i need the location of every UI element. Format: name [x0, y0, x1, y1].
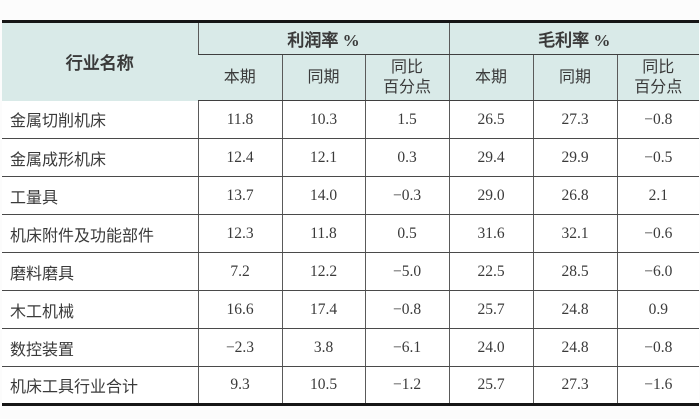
table-row: 数控装置 −2.3 3.8 −6.1 24.0 24.8 −0.8 — [2, 328, 700, 367]
header-group-row: 行业名称 利润率 % 毛利率 % — [2, 21, 700, 101]
yoy-label-line2: 百分点 — [383, 78, 432, 96]
value-cell: 24.0 — [448, 328, 534, 367]
yoy-label-line1: 同比 — [391, 58, 424, 76]
industry-name-cell: 机床附件及功能部件 — [2, 214, 198, 253]
value-cell: 11.8 — [281, 214, 365, 253]
value-cell: 12.3 — [197, 214, 282, 253]
value-cell: 27.3 — [532, 100, 618, 139]
col-header-margin-prior: 同期 — [532, 54, 618, 101]
table-row: 磨料磨具 7.2 12.2 −5.0 22.5 28.5 −6.0 — [2, 252, 700, 291]
table-row: 金属切削机床 11.8 10.3 1.5 26.5 27.3 −0.8 — [2, 100, 700, 139]
value-cell: 0.5 — [364, 214, 450, 253]
value-cell: 29.4 — [448, 138, 534, 177]
value-cell: 24.8 — [532, 328, 618, 367]
value-cell: −2.3 — [197, 328, 282, 367]
col-header-profit-prior: 同期 — [281, 54, 365, 101]
value-cell: 29.9 — [532, 138, 618, 177]
industry-name-cell: 工量具 — [2, 176, 198, 215]
col-header-profit-yoy: 同比 百分点 — [364, 54, 450, 101]
value-cell: 13.7 — [197, 176, 282, 215]
col-header-margin-current: 本期 — [448, 54, 534, 101]
value-cell: 10.3 — [281, 100, 365, 139]
value-cell: −0.8 — [364, 290, 450, 329]
value-cell: 9.3 — [197, 366, 282, 405]
value-cell: 32.1 — [532, 214, 618, 253]
value-cell: −6.0 — [616, 252, 700, 291]
yoy-label-line1: 同比 — [642, 58, 675, 76]
value-cell: 29.0 — [448, 176, 534, 215]
value-cell: 1.5 — [364, 100, 450, 139]
value-cell: 12.1 — [281, 138, 365, 177]
value-cell: 25.7 — [448, 366, 534, 405]
value-cell: 11.8 — [197, 100, 282, 139]
value-cell: 28.5 — [532, 252, 618, 291]
value-cell: −0.5 — [616, 138, 700, 177]
industry-profit-margin-table: 行业名称 利润率 % 毛利率 % 本期 同期 同比百分点 本期 同期 同比百分点… — [2, 20, 700, 406]
table-row: 工量具 13.7 14.0 −0.3 29.0 26.8 2.1 — [2, 176, 700, 215]
value-cell: 3.8 — [281, 328, 365, 367]
col-group-profit-rate: 利润率 % — [197, 21, 450, 55]
col-header-industry-name: 行业名称 — [2, 21, 198, 101]
value-cell: 10.5 — [281, 366, 365, 405]
yoy-label-line2: 百分点 — [634, 78, 683, 96]
table-row: 木工机械 16.6 17.4 −0.8 25.7 24.8 0.9 — [2, 290, 700, 329]
value-cell: −5.0 — [364, 252, 450, 291]
industry-name-cell: 金属切削机床 — [2, 100, 198, 139]
industry-name-cell: 木工机械 — [2, 290, 198, 329]
header-sub-row: 本期 同期 同比百分点 本期 同期 同比百分点 — [2, 54, 700, 101]
value-cell: −0.3 — [364, 176, 450, 215]
table-row: 机床工具行业合计 9.3 10.5 −1.2 25.7 27.3 −1.6 — [2, 366, 700, 405]
value-cell: 0.3 — [364, 138, 450, 177]
col-group-gross-margin: 毛利率 % — [448, 21, 700, 55]
value-cell: 16.6 — [197, 290, 282, 329]
value-cell: 31.6 — [448, 214, 534, 253]
value-cell: −1.6 — [616, 366, 700, 405]
value-cell: 7.2 — [197, 252, 282, 291]
value-cell: 12.2 — [281, 252, 365, 291]
value-cell: −0.8 — [616, 328, 700, 367]
col-header-margin-yoy: 同比 百分点 — [616, 54, 700, 101]
table-row: 金属成形机床 12.4 12.1 0.3 29.4 29.9 −0.5 — [2, 138, 700, 177]
value-cell: 26.8 — [532, 176, 618, 215]
value-cell: 17.4 — [281, 290, 365, 329]
industry-name-cell: 磨料磨具 — [2, 252, 198, 291]
industry-name-cell: 机床工具行业合计 — [2, 366, 198, 405]
industry-name-cell: 金属成形机床 — [2, 138, 198, 177]
value-cell: 0.9 — [616, 290, 700, 329]
value-cell: 24.8 — [532, 290, 618, 329]
value-cell: 2.1 — [616, 176, 700, 215]
value-cell: −0.8 — [616, 100, 700, 139]
value-cell: −1.2 — [364, 366, 450, 405]
industry-name-cell: 数控装置 — [2, 328, 198, 367]
value-cell: 22.5 — [448, 252, 534, 291]
value-cell: 27.3 — [532, 366, 618, 405]
value-cell: 14.0 — [281, 176, 365, 215]
value-cell: 25.7 — [448, 290, 534, 329]
value-cell: 12.4 — [197, 138, 282, 177]
table-row: 机床附件及功能部件 12.3 11.8 0.5 31.6 32.1 −0.6 — [2, 214, 700, 253]
value-cell: −0.6 — [616, 214, 700, 253]
value-cell: 26.5 — [448, 100, 534, 139]
value-cell: −6.1 — [364, 328, 450, 367]
col-header-profit-current: 本期 — [198, 54, 282, 101]
